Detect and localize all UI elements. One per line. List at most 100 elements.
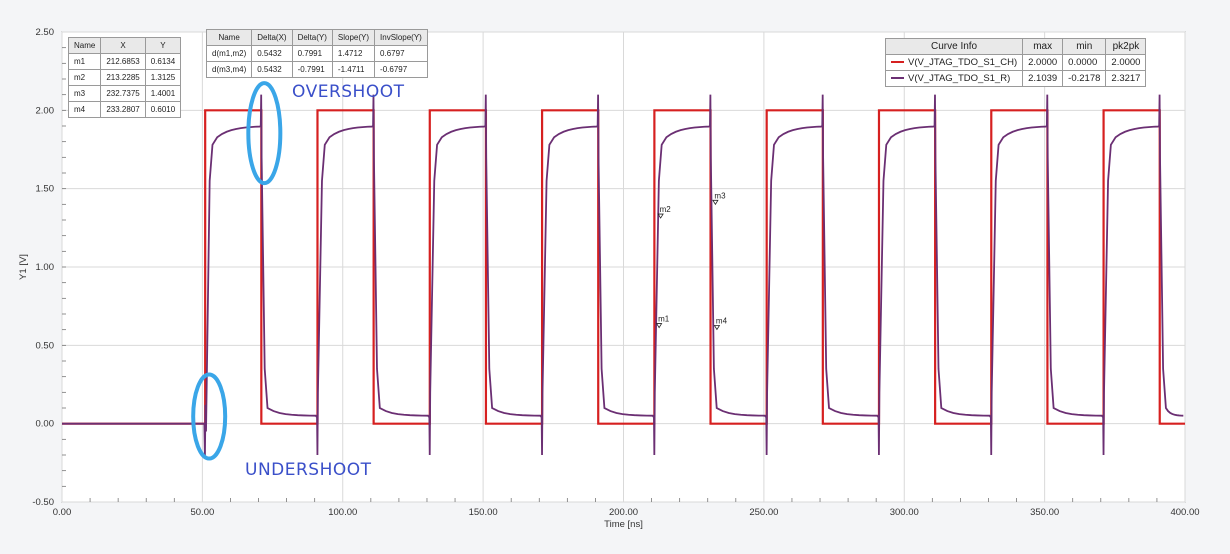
table-cell: 0.6797: [374, 45, 428, 62]
table-cell: 1.3125: [144, 69, 182, 86]
undershoot-label: UNDERSHOOT: [245, 460, 372, 480]
table-header-cell: Delta(Y): [291, 29, 333, 46]
legend-pk2pk-value: 2.0000: [1105, 54, 1147, 71]
delta-table-header: Name Delta(X) Delta(Y) Slope(Y) InvSlope(Y): [205, 29, 428, 46]
table-row: m2 213.2285 1.3125: [67, 69, 182, 86]
marker-label-m2: m2: [660, 205, 672, 214]
curve-info-header: Curve Info max min pk2pk: [884, 38, 1147, 55]
x-tick-label: 150.00: [469, 507, 498, 518]
x-tick-label: 50.00: [190, 507, 214, 518]
undershoot-highlight: [191, 372, 228, 461]
callout-layer: OVERSHOOT UNDERSHOOT: [191, 81, 405, 480]
series-r-line: [62, 94, 1184, 459]
legend-pk2pk-value: 2.3217: [1105, 70, 1147, 87]
y-tick-label: 2.50: [36, 27, 55, 38]
legend-entry[interactable]: V(V_JTAG_TDO_S1_CH) 2.0000 0.0000 2.0000: [884, 54, 1147, 71]
x-tick-label: 250.00: [749, 507, 778, 518]
table-header-cell: min: [1062, 38, 1107, 55]
table-cell: 1.4001: [144, 85, 182, 102]
marker-m4[interactable]: [713, 325, 721, 331]
marker-m2[interactable]: [657, 213, 664, 219]
table-header-cell: InvSlope(Y): [374, 29, 428, 46]
marker-label-m1: m1: [658, 315, 670, 324]
table-header-cell: Slope(Y): [331, 29, 376, 46]
curve-info-legend: Curve Info max min pk2pk V(V_JTAG_TDO_S1_CH…: [884, 38, 1147, 87]
legend-swatch: [891, 61, 904, 64]
table-cell: 0.6010: [144, 101, 182, 118]
y-axis-title: Y1 [V]: [18, 254, 29, 280]
table-row: d(m1,m2) 0.5432 0.7991 1.4712 0.6797: [205, 45, 428, 62]
table-header-cell: X: [100, 37, 146, 54]
table-cell: 0.5432: [251, 45, 293, 62]
table-cell: 0.7991: [291, 45, 333, 62]
table-cell: -1.4711: [331, 61, 376, 78]
axes: [62, 47, 1158, 502]
table-cell: 0.5432: [251, 61, 293, 78]
y-tick-label: 2.00: [36, 105, 55, 116]
table-header-cell: pk2pk: [1105, 38, 1147, 55]
legend-min-value: 0.0000: [1062, 54, 1107, 71]
table-cell: d(m1,m2): [205, 45, 253, 62]
table-cell: -0.7991: [291, 61, 333, 78]
table-header-cell: Curve Info: [884, 38, 1024, 55]
y-tick-label: 1.00: [36, 262, 55, 273]
table-header-cell: Name: [67, 37, 102, 54]
table-cell: d(m3,m4): [205, 61, 253, 78]
legend-label: V(V_JTAG_TDO_S1_CH): [908, 57, 1018, 68]
table-row: m4 233.2807 0.6010: [67, 101, 182, 118]
y-tick-label: -0.50: [32, 497, 54, 508]
legend-entry[interactable]: V(V_JTAG_TDO_S1_R) 2.1039 -0.2178 2.3217: [884, 70, 1147, 87]
marker-table: Name X Y m1 212.6853 0.6134 m2 213.2285 1.3125 m…: [67, 37, 182, 118]
marker-m1[interactable]: [655, 323, 663, 329]
table-cell: m2: [67, 69, 102, 86]
series-layer: [62, 94, 1185, 459]
table-row: m1 212.6853 0.6134: [67, 53, 182, 70]
y-tick-label: 1.50: [36, 184, 55, 195]
y-tick-label: 0.00: [36, 419, 55, 430]
grid-lines: [61, 31, 1186, 503]
marker-label-m4: m4: [716, 317, 728, 326]
legend-max-value: 2.0000: [1022, 54, 1064, 71]
table-cell: m3: [67, 85, 102, 102]
legend-series-name: V(V_JTAG_TDO_S1_R): [884, 70, 1024, 87]
table-cell: 0.6134: [144, 53, 182, 70]
x-tick-label: 200.00: [609, 507, 638, 518]
x-tick-label: 350.00: [1030, 507, 1059, 518]
y-tick-label: 0.50: [36, 340, 55, 351]
legend-max-value: 2.1039: [1022, 70, 1064, 87]
table-header-cell: max: [1022, 38, 1064, 55]
table-cell: 212.6853: [100, 53, 146, 70]
overshoot-highlight: [246, 81, 283, 186]
legend-label: V(V_JTAG_TDO_S1_R): [908, 73, 1011, 84]
overshoot-label: OVERSHOOT: [292, 82, 405, 102]
table-header-cell: Y: [144, 37, 182, 54]
marker-table-header: Name X Y: [67, 37, 182, 54]
table-cell: 1.4712: [331, 45, 376, 62]
marker-m3[interactable]: [712, 199, 719, 206]
table-cell: 232.7375: [100, 85, 146, 102]
delta-table: Name Delta(X) Delta(Y) Slope(Y) InvSlope(Y) …: [205, 29, 428, 78]
table-row: d(m3,m4) 0.5432 -0.7991 -1.4711 -0.6797: [205, 61, 428, 78]
table-cell: m4: [67, 101, 102, 118]
table-header-cell: Name: [205, 29, 253, 46]
table-header-cell: Delta(X): [251, 29, 293, 46]
legend-swatch: [891, 77, 904, 80]
table-cell: m1: [67, 53, 102, 70]
legend-series-name: V(V_JTAG_TDO_S1_CH): [884, 54, 1024, 71]
table-cell: -0.6797: [374, 61, 428, 78]
table-row: m3 232.7375 1.4001: [67, 85, 182, 102]
x-tick-label: 300.00: [890, 507, 919, 518]
tick-labels: 0.00 50.00 100.00 150.00 200.00 250.00 300.00 3…: [32, 27, 1199, 518]
x-tick-label: 0.00: [53, 507, 72, 518]
table-cell: 213.2285: [100, 69, 146, 86]
legend-min-value: -0.2178: [1062, 70, 1107, 87]
marker-label-m3: m3: [714, 191, 726, 200]
series-ch-line: [62, 109, 1185, 425]
x-tick-label: 400.00: [1170, 507, 1199, 518]
x-tick-label: 100.00: [328, 507, 357, 518]
table-cell: 233.2807: [100, 101, 146, 118]
x-axis-title: Time [ns]: [604, 519, 643, 530]
marker-layer: m1 m2 m3 m4: [655, 191, 728, 331]
